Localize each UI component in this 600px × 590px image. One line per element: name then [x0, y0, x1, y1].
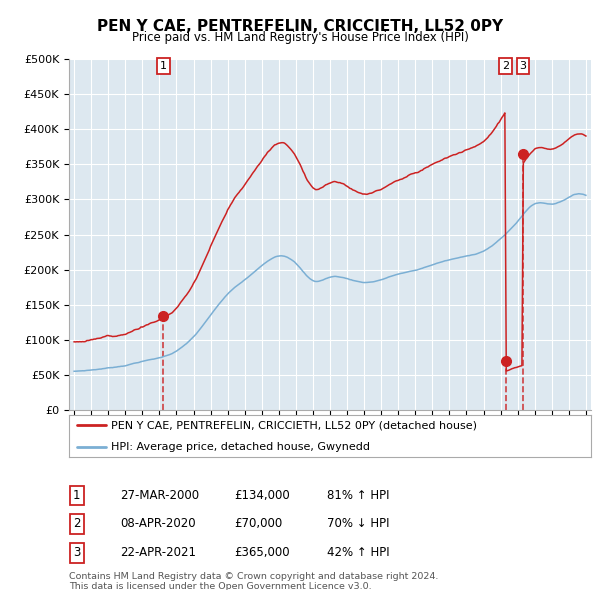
Text: 22-APR-2021: 22-APR-2021: [120, 546, 196, 559]
Text: £365,000: £365,000: [234, 546, 290, 559]
Text: 2: 2: [502, 61, 509, 71]
Text: PEN Y CAE, PENTREFELIN, CRICCIETH, LL52 0PY: PEN Y CAE, PENTREFELIN, CRICCIETH, LL52 …: [97, 19, 503, 34]
Text: £134,000: £134,000: [234, 489, 290, 502]
Text: Price paid vs. HM Land Registry's House Price Index (HPI): Price paid vs. HM Land Registry's House …: [131, 31, 469, 44]
Text: PEN Y CAE, PENTREFELIN, CRICCIETH, LL52 0PY (detached house): PEN Y CAE, PENTREFELIN, CRICCIETH, LL52 …: [111, 421, 477, 430]
Text: 08-APR-2020: 08-APR-2020: [120, 517, 196, 530]
Text: Contains HM Land Registry data © Crown copyright and database right 2024.: Contains HM Land Registry data © Crown c…: [69, 572, 439, 581]
Text: This data is licensed under the Open Government Licence v3.0.: This data is licensed under the Open Gov…: [69, 582, 371, 590]
Text: 81% ↑ HPI: 81% ↑ HPI: [327, 489, 389, 502]
Text: 27-MAR-2000: 27-MAR-2000: [120, 489, 199, 502]
Text: 42% ↑ HPI: 42% ↑ HPI: [327, 546, 389, 559]
Text: 1: 1: [160, 61, 167, 71]
Text: 3: 3: [520, 61, 526, 71]
Text: 1: 1: [73, 489, 80, 502]
Text: £70,000: £70,000: [234, 517, 282, 530]
Text: 2: 2: [73, 517, 80, 530]
Text: HPI: Average price, detached house, Gwynedd: HPI: Average price, detached house, Gwyn…: [111, 442, 370, 451]
Text: 3: 3: [73, 546, 80, 559]
Text: 70% ↓ HPI: 70% ↓ HPI: [327, 517, 389, 530]
